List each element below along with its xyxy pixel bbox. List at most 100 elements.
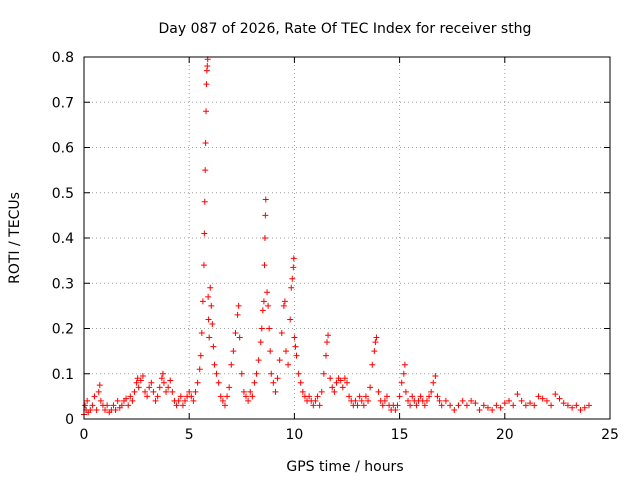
data-point-marker	[539, 395, 546, 402]
data-point-marker	[235, 302, 242, 309]
data-point-marker	[134, 375, 141, 382]
data-point-marker	[352, 397, 359, 404]
data-point-marker	[314, 393, 321, 400]
data-point-marker	[152, 397, 159, 404]
data-point-marker	[224, 393, 231, 400]
data-point-marker	[324, 339, 331, 346]
data-point-marker	[322, 352, 329, 359]
data-point-marker	[234, 311, 241, 318]
x-tick-label: 25	[601, 427, 619, 443]
data-point-marker	[436, 397, 443, 404]
data-point-marker	[577, 406, 584, 413]
data-point-marker	[493, 402, 500, 409]
data-point-marker	[206, 334, 213, 341]
grid	[84, 57, 610, 419]
data-point-marker	[169, 388, 176, 395]
data-point-marker	[202, 139, 209, 146]
data-point-marker	[281, 298, 288, 305]
y-tick-label: 0.7	[52, 95, 74, 111]
data-point-marker	[510, 402, 517, 409]
data-point-marker	[290, 255, 297, 262]
data-point-marker	[375, 388, 382, 395]
data-point-marker	[201, 230, 208, 237]
data-point-marker	[430, 379, 437, 386]
data-point-marker	[205, 316, 212, 323]
data-point-marker	[266, 325, 273, 332]
data-point-marker	[198, 330, 205, 337]
data-point-marker	[459, 397, 466, 404]
data-point-marker	[280, 302, 287, 309]
data-point-marker	[518, 397, 525, 404]
data-point-marker	[455, 402, 462, 409]
x-tick-label: 0	[80, 427, 89, 443]
data-point-marker	[333, 379, 340, 386]
data-point-marker	[112, 406, 119, 413]
data-point-marker	[288, 284, 295, 291]
data-point-marker	[480, 402, 487, 409]
data-point-marker	[426, 393, 433, 400]
data-point-marker	[268, 370, 275, 377]
data-point-marker	[337, 377, 344, 384]
data-point-marker	[133, 379, 140, 386]
data-point-marker	[398, 379, 405, 386]
y-axis-label: ROTI / TECUs	[7, 192, 23, 284]
data-point-marker	[204, 63, 211, 70]
data-point-marker	[228, 361, 235, 368]
data-point-marker	[262, 196, 269, 203]
data-point-marker	[282, 348, 289, 355]
data-point-marker	[260, 298, 267, 305]
y-tick-label: 0.6	[52, 141, 74, 157]
y-tick-label: 0.1	[52, 367, 74, 383]
data-point-marker	[232, 330, 239, 337]
data-point-marker	[581, 404, 588, 411]
data-point-marker	[142, 388, 149, 395]
data-point-marker	[379, 402, 386, 409]
data-point-marker	[327, 375, 334, 382]
data-point-marker	[258, 325, 265, 332]
data-point-marker	[369, 361, 376, 368]
data-point-marker	[543, 397, 550, 404]
data-point-marker	[123, 395, 130, 402]
data-point-marker	[211, 361, 218, 368]
data-point-marker	[125, 402, 132, 409]
data-point-marker	[156, 384, 163, 391]
data-point-marker	[585, 402, 592, 409]
data-point-marker	[203, 81, 210, 88]
data-point-marker	[210, 343, 217, 350]
data-point-marker	[360, 402, 367, 409]
y-tick-label: 0.2	[52, 322, 74, 338]
data-point-marker	[137, 377, 144, 384]
data-point-marker	[245, 397, 252, 404]
data-point-marker	[394, 402, 401, 409]
data-point-marker	[160, 379, 167, 386]
data-point-marker	[148, 379, 155, 386]
x-tick-label: 20	[496, 427, 514, 443]
data-point-marker	[249, 393, 256, 400]
data-point-marker	[139, 373, 146, 380]
data-point-marker	[257, 339, 264, 346]
data-point-marker	[265, 302, 272, 309]
plot-frame	[83, 56, 611, 420]
data-point-marker	[292, 343, 299, 350]
data-point-marker	[93, 406, 100, 413]
data-point-marker	[236, 334, 243, 341]
data-point-marker	[196, 366, 203, 373]
data-point-marker	[396, 393, 403, 400]
data-point-marker	[200, 262, 207, 269]
data-point-marker	[560, 400, 567, 407]
data-point-marker	[264, 289, 271, 296]
data-point-marker	[259, 307, 266, 314]
data-point-marker	[144, 393, 151, 400]
data-point-marker	[356, 393, 363, 400]
data-point-marker	[371, 348, 378, 355]
data-point-marker	[203, 108, 210, 115]
data-point-marker	[255, 357, 262, 364]
data-point-marker	[514, 391, 521, 398]
data-point-marker	[82, 402, 89, 409]
data-point-marker	[468, 397, 475, 404]
data-point-marker	[291, 334, 298, 341]
data-point-marker	[463, 402, 470, 409]
data-point-marker	[87, 406, 94, 413]
data-point-marker	[320, 370, 327, 377]
data-point-marker	[573, 402, 580, 409]
